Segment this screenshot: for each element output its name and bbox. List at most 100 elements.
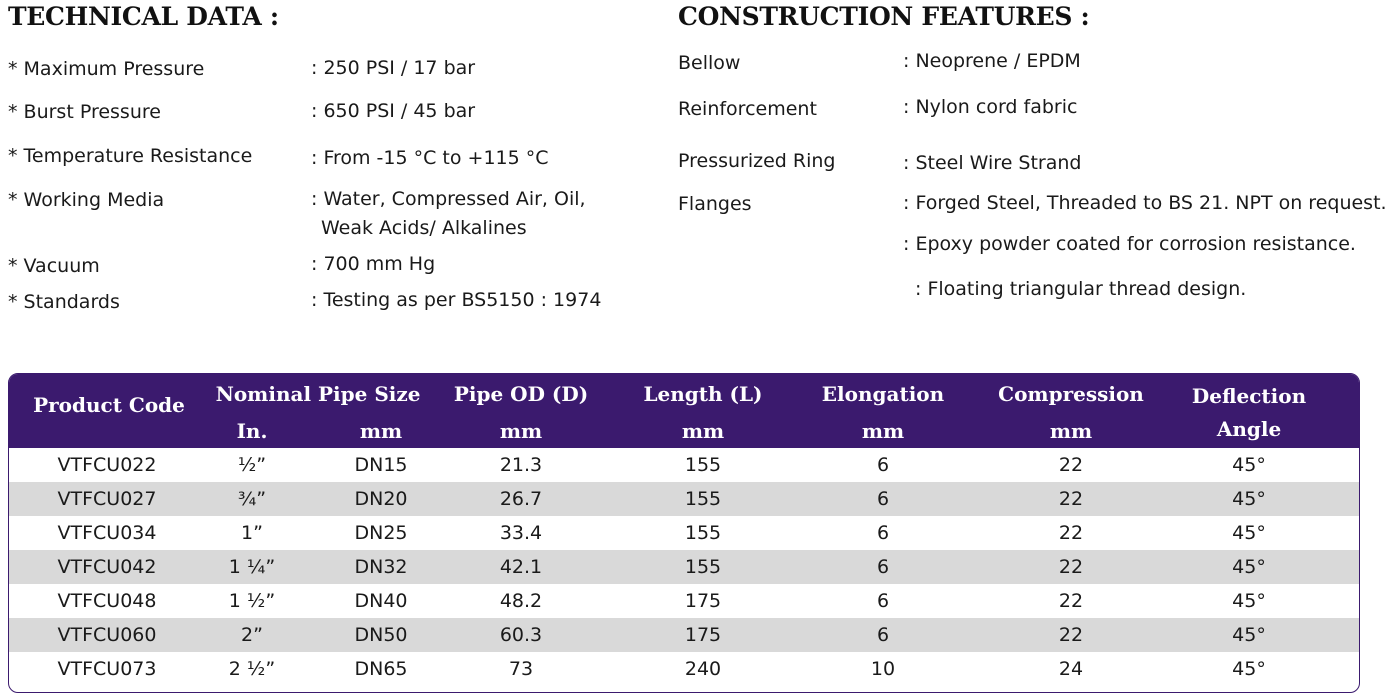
tech-label-working-media: * Working Media bbox=[8, 189, 165, 211]
cell-pipe-od: 48.2 bbox=[499, 590, 543, 612]
cell-length: 155 bbox=[684, 556, 722, 578]
cell-product-code: VTFCU048 bbox=[57, 590, 157, 612]
header-nominal-mm: mm bbox=[359, 419, 403, 443]
cell-elongation: 6 bbox=[876, 488, 890, 510]
tech-label-burst-pressure: * Burst Pressure bbox=[8, 101, 161, 123]
cell-product-code: VTFCU022 bbox=[57, 454, 157, 476]
cell-size-in: 1 ¼” bbox=[228, 556, 276, 578]
header-length: Length (L) bbox=[643, 382, 763, 406]
cell-compression: 22 bbox=[1058, 488, 1084, 510]
cell-size-mm: DN15 bbox=[354, 454, 408, 476]
table-row: VTFCU042 1 ¼” DN32 42.1 155 6 22 45° bbox=[9, 550, 1359, 584]
cell-compression: 22 bbox=[1058, 522, 1084, 544]
cell-size-in: 2” bbox=[241, 624, 263, 646]
cell-length: 175 bbox=[684, 624, 722, 646]
tech-value-working-media: : Water, Compressed Air, Oil, bbox=[311, 188, 586, 210]
cell-elongation: 6 bbox=[876, 590, 890, 612]
header-compression: Compression bbox=[998, 382, 1144, 406]
technical-data-heading: TECHNICAL DATA : bbox=[8, 2, 279, 31]
cell-deflection: 45° bbox=[1232, 488, 1266, 510]
cell-compression: 22 bbox=[1058, 624, 1084, 646]
cell-pipe-od: 60.3 bbox=[499, 624, 543, 646]
cell-deflection: 45° bbox=[1232, 522, 1266, 544]
tech-value-standards: : Testing as per BS5150 : 1974 bbox=[311, 289, 602, 311]
table-header: Product Code Nominal Pipe Size In. mm Pi… bbox=[9, 374, 1359, 448]
cell-pipe-od: 21.3 bbox=[499, 454, 543, 476]
cell-elongation: 6 bbox=[876, 624, 890, 646]
cell-compression: 22 bbox=[1058, 590, 1084, 612]
cell-elongation: 6 bbox=[876, 522, 890, 544]
cell-deflection: 45° bbox=[1232, 590, 1266, 612]
table-row: VTFCU060 2” DN50 60.3 175 6 22 45° bbox=[9, 618, 1359, 652]
cell-size-mm: DN20 bbox=[354, 488, 408, 510]
cell-deflection: 45° bbox=[1232, 454, 1266, 476]
cell-deflection: 45° bbox=[1232, 556, 1266, 578]
cell-size-in: ¾” bbox=[237, 488, 267, 510]
header-nominal-in: In. bbox=[236, 419, 268, 443]
cons-label-reinforcement: Reinforcement bbox=[678, 98, 817, 120]
cons-extra-epoxy: : Epoxy powder coated for corrosion resi… bbox=[903, 233, 1356, 255]
table-row: VTFCU022 ½” DN15 21.3 155 6 22 45° bbox=[9, 448, 1359, 482]
cell-size-mm: DN65 bbox=[354, 658, 408, 680]
cell-pipe-od: 73 bbox=[508, 658, 534, 680]
header-product-code: Product Code bbox=[33, 393, 185, 417]
cell-deflection: 45° bbox=[1232, 624, 1266, 646]
cell-length: 240 bbox=[684, 658, 722, 680]
cell-length: 155 bbox=[684, 522, 722, 544]
cell-compression: 24 bbox=[1058, 658, 1084, 680]
cell-size-in: 1” bbox=[241, 522, 263, 544]
cell-pipe-od: 26.7 bbox=[499, 488, 543, 510]
cell-size-mm: DN32 bbox=[354, 556, 408, 578]
cell-deflection: 45° bbox=[1232, 658, 1266, 680]
tech-value-max-pressure: : 250 PSI / 17 bar bbox=[311, 57, 476, 79]
table-row: VTFCU027 ¾” DN20 26.7 155 6 22 45° bbox=[9, 482, 1359, 516]
cell-size-in: 1 ½” bbox=[228, 590, 276, 612]
header-nominal-pipe-size: Nominal Pipe Size bbox=[215, 382, 421, 406]
tech-label-vacuum: * Vacuum bbox=[8, 255, 100, 277]
cell-pipe-od: 33.4 bbox=[499, 522, 543, 544]
cell-product-code: VTFCU034 bbox=[57, 522, 157, 544]
cell-pipe-od: 42.1 bbox=[499, 556, 543, 578]
cell-product-code: VTFCU060 bbox=[57, 624, 157, 646]
cell-length: 155 bbox=[684, 488, 722, 510]
cons-value-pressurized-ring: : Steel Wire Strand bbox=[903, 152, 1082, 174]
construction-features-heading: CONSTRUCTION FEATURES : bbox=[678, 2, 1090, 31]
table-row: VTFCU048 1 ½” DN40 48.2 175 6 22 45° bbox=[9, 584, 1359, 618]
tech-value-temperature: : From -15 °C to +115 °C bbox=[311, 147, 549, 169]
cell-product-code: VTFCU042 bbox=[57, 556, 157, 578]
header-compression-unit: mm bbox=[1049, 419, 1093, 443]
product-table: Product Code Nominal Pipe Size In. mm Pi… bbox=[8, 373, 1360, 693]
cons-value-bellow: : Neoprene / EPDM bbox=[903, 50, 1081, 72]
cell-compression: 22 bbox=[1058, 454, 1084, 476]
cons-value-flanges: : Forged Steel, Threaded to BS 21. NPT o… bbox=[903, 192, 1387, 214]
cell-compression: 22 bbox=[1058, 556, 1084, 578]
cons-label-pressurized-ring: Pressurized Ring bbox=[678, 150, 836, 172]
tech-value-vacuum: : 700 mm Hg bbox=[311, 253, 436, 275]
tech-label-max-pressure: * Maximum Pressure bbox=[8, 58, 205, 80]
cell-size-mm: DN40 bbox=[354, 590, 408, 612]
cell-length: 175 bbox=[684, 590, 722, 612]
cell-size-mm: DN25 bbox=[354, 522, 408, 544]
cell-size-in: ½” bbox=[237, 454, 267, 476]
cell-elongation: 6 bbox=[876, 556, 890, 578]
table-row: VTFCU034 1” DN25 33.4 155 6 22 45° bbox=[9, 516, 1359, 550]
header-pipe-od: Pipe OD (D) bbox=[453, 382, 589, 406]
header-pipe-od-unit: mm bbox=[499, 419, 543, 443]
cell-elongation: 6 bbox=[876, 454, 890, 476]
header-deflection: Deflection bbox=[1191, 384, 1307, 408]
cons-extra-thread: : Floating triangular thread design. bbox=[915, 278, 1247, 300]
tech-label-standards: * Standards bbox=[8, 291, 120, 313]
header-length-unit: mm bbox=[681, 419, 725, 443]
header-deflection-angle: Angle bbox=[1216, 417, 1282, 441]
cell-size-in: 2 ½” bbox=[228, 658, 276, 680]
cell-product-code: VTFCU027 bbox=[57, 488, 157, 510]
cons-label-bellow: Bellow bbox=[678, 52, 741, 74]
cell-elongation: 10 bbox=[870, 658, 896, 680]
cell-length: 155 bbox=[684, 454, 722, 476]
cons-value-reinforcement: : Nylon cord fabric bbox=[903, 96, 1078, 118]
tech-value-working-media-line2: Weak Acids/ Alkalines bbox=[321, 217, 527, 239]
table-row: VTFCU073 2 ½” DN65 73 240 10 24 45° bbox=[9, 652, 1359, 686]
cell-size-mm: DN50 bbox=[354, 624, 408, 646]
tech-label-temperature: * Temperature Resistance bbox=[8, 145, 253, 167]
header-elongation: Elongation bbox=[821, 382, 945, 406]
